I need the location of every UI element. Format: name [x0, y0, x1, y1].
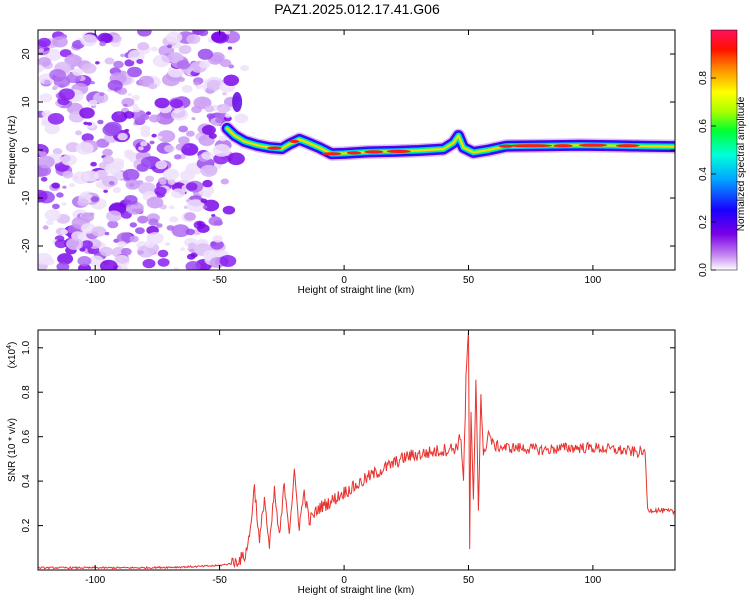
x-tick-label: 50 [463, 575, 475, 586]
x-tick-label: -50 [212, 575, 227, 586]
ridge-hotspot [386, 149, 411, 153]
colorbar-tick-label: 0.6 [698, 119, 709, 133]
y-tick-label: 1.0 [21, 340, 32, 354]
ridge-hotspot [509, 144, 553, 148]
ridge-hotspot [267, 146, 282, 150]
snr-plot-area [38, 330, 675, 570]
x-tick-label: -100 [85, 575, 105, 586]
snr-xlabel: Height of straight line (km) [298, 585, 415, 596]
figure-title: PAZ1.2025.012.17.41.G06 [274, 1, 440, 17]
y-tick-label: 0.4 [21, 474, 32, 488]
snr-frame [37, 329, 676, 571]
y-tick-label: -20 [21, 238, 32, 253]
snr-series-line [38, 331, 675, 570]
colorbar-tick-label: 0.2 [698, 215, 709, 229]
snr-scale-note: (x104) [6, 342, 18, 369]
y-tick-label: 0.8 [21, 385, 32, 399]
colorbar [710, 29, 738, 271]
colorbar-label: Normalized spectral amplitude [736, 96, 747, 231]
y-tick-label: 0.6 [21, 429, 32, 443]
ridge-hotspot [364, 150, 384, 154]
svg-text:(x104): (x104) [6, 342, 18, 369]
ridge-hotspot [322, 152, 342, 156]
y-tick-label: 0.2 [21, 518, 32, 532]
x-tick-label: 0 [341, 575, 347, 586]
spectrogram-ylabel: Frequency (Hz) [7, 116, 18, 185]
y-tick-label: 20 [21, 48, 32, 60]
y-tick-label: -10 [21, 190, 32, 205]
ridge-hotspot [553, 144, 573, 148]
noise-blobs [38, 30, 250, 270]
y-tick-label: 10 [21, 96, 32, 108]
spectrogram-xlabel: Height of straight line (km) [298, 285, 415, 296]
x-tick-label: 100 [585, 575, 602, 586]
snr-scale-exponent: 4 [6, 345, 13, 349]
ridge-hotspot [346, 151, 362, 155]
colorbar-tick-label: 0.4 [698, 167, 709, 181]
colorbar-tick-label: 0.8 [698, 71, 709, 85]
colorbar-tick-label: 0.0 [698, 263, 709, 277]
ridge-hotspot [289, 139, 300, 143]
y-tick-label: 0 [21, 147, 32, 153]
ridge-hotspot [578, 143, 608, 147]
snr-ylabel: SNR (10 * v/v) [7, 418, 18, 482]
x-tick-label: 100 [585, 275, 602, 286]
onset-blob [232, 92, 243, 112]
x-tick-label: -100 [85, 275, 105, 286]
ridge-hotspot [498, 144, 513, 148]
x-tick-label: 50 [463, 275, 475, 286]
ridge-hotspot [615, 144, 640, 148]
snr-scale-base: (x10 [7, 348, 18, 368]
x-tick-label: -50 [212, 275, 227, 286]
x-tick-label: 0 [341, 275, 347, 286]
ridge-band [220, 92, 675, 161]
snr-panel: -100 -50 0 50 100 0.2 0.4 0.6 0.8 1.0 Height of s… [6, 329, 676, 596]
